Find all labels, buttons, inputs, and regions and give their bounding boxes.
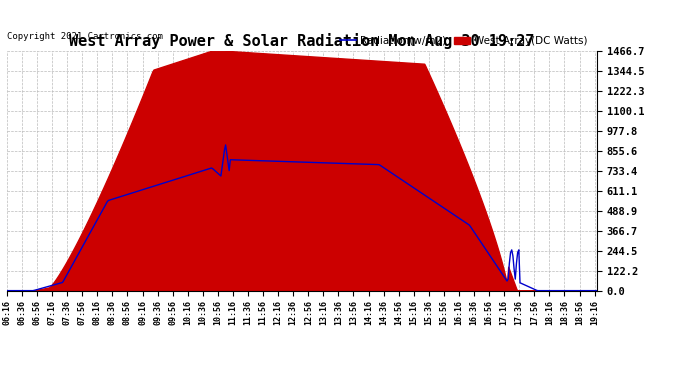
Text: Copyright 2021 Cartronics.com: Copyright 2021 Cartronics.com <box>7 32 163 41</box>
Title: West Array Power & Solar Radiation Mon Aug 30 19:27: West Array Power & Solar Radiation Mon A… <box>69 33 535 50</box>
Legend: Radiation(w/m2), West Array(DC Watts): Radiation(w/m2), West Array(DC Watts) <box>336 32 591 50</box>
